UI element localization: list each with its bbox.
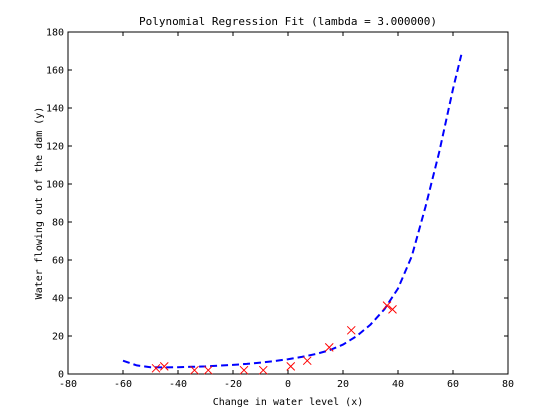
y-tick-label: 120 — [46, 142, 64, 153]
x-tick-label: -80 — [59, 379, 77, 390]
data-point-x-marker — [388, 305, 397, 314]
data-point-x-marker — [324, 343, 334, 352]
y-tick-label: 140 — [46, 104, 64, 115]
plot-frame — [67, 31, 509, 375]
data-point-x-marker — [190, 365, 199, 375]
fit-curve-line — [122, 54, 463, 369]
data-point-x-marker — [151, 363, 161, 373]
y-tick-label: 20 — [52, 332, 64, 343]
x-tick-label: 80 — [502, 379, 514, 390]
data-point-x-marker — [159, 362, 169, 371]
x-tick-label: 60 — [447, 379, 459, 390]
x-tick-label: -20 — [224, 379, 242, 390]
y-axis: 0 20 40 60 80 100 120 140 160 180 — [46, 28, 508, 381]
y-tick-label: 160 — [46, 66, 64, 77]
data-point-x-marker — [239, 365, 249, 375]
data-point-x-marker — [203, 365, 213, 375]
data-point-x-marker — [286, 362, 296, 371]
data-point-x-marker — [382, 301, 392, 310]
x-tick-label: -40 — [169, 379, 187, 390]
y-tick-label: 80 — [52, 218, 64, 229]
x-tick-label: -60 — [114, 379, 132, 390]
series-layer — [122, 54, 463, 375]
data-point-x-marker — [346, 325, 356, 335]
x-tick-label: 0 — [285, 379, 291, 390]
x-tick-label: 20 — [337, 379, 349, 390]
y-axis-label: Water flowing out of the dam (y) — [34, 107, 45, 300]
x-axis-label: Change in water level (x) — [213, 397, 364, 408]
y-tick-label: 60 — [52, 256, 64, 267]
data-point-x-marker — [302, 356, 312, 366]
y-tick-label: 40 — [52, 294, 64, 305]
x-axis: -80 -60 -40 -20 0 20 40 60 80 — [59, 32, 514, 390]
y-tick-label: 100 — [46, 180, 64, 191]
y-tick-label: 0 — [58, 370, 64, 381]
x-tick-label: 40 — [392, 379, 404, 390]
plot-border — [67, 31, 509, 375]
y-tick-label: 180 — [46, 28, 64, 39]
data-point-x-marker — [258, 365, 268, 375]
chart-title: Polynomial Regression Fit (lambda = 3.00… — [139, 15, 437, 28]
